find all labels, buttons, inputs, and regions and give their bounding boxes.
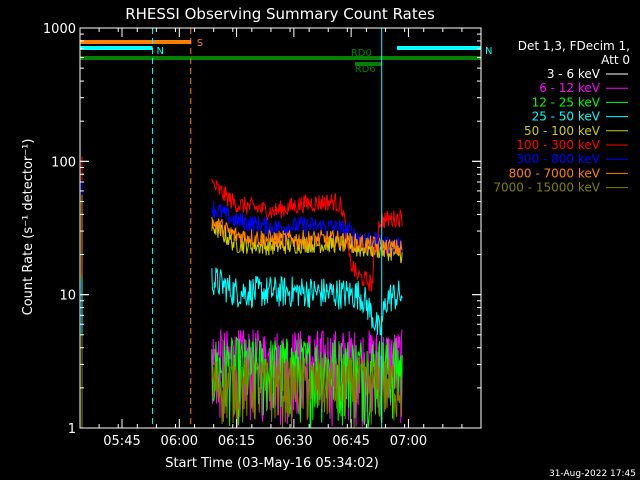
series-line-100-300-kev [211,178,403,292]
legend-label-800-7000-kev: 800 - 7000 keV [509,166,601,180]
x-tick-label-06-30: 06:30 [275,434,312,449]
legend-label-25-50-kev: 25 - 50 keV [532,110,601,124]
legend-label-300-800-kev: 300 - 800 keV [516,152,600,166]
x-tick-label-06-45: 06:45 [332,434,369,449]
y-axis-label: Count Rate (s⁻¹ detector⁻¹) [21,139,36,316]
x-tick-label-06-15: 06:15 [218,434,255,449]
y-tick-label-1000: 1000 [43,22,76,37]
legend-label-100-300-kev: 100 - 300 keV [516,138,600,152]
legend-label-50-100-kev: 50 - 100 keV [524,124,601,138]
y-axis-ticks: 1 10 100 1000 [43,22,481,437]
plot-frame [79,27,482,429]
y-tick-label-10: 10 [59,289,76,304]
legend-title-line-1: Det 1,3, FDecim 1, [518,39,630,53]
flag-label-rd6: RD6 [355,64,376,75]
flag-label-n: N [157,46,164,57]
x-tick-label-07-00: 07:00 [390,434,427,449]
series-line-800-7000-kev [211,217,403,257]
legend-title-line-2: Att 0 [601,53,630,67]
x-tick-label-05-45: 05:45 [103,434,140,449]
legend-label-7000-15000-kev: 7000 - 15000 keV [493,181,600,195]
observing-flags: S N N RD6 RD0 [80,38,492,75]
series-line-7000-15000-kev [211,356,403,428]
legend-label-6-12-kev: 6 - 12 keV [539,81,601,95]
chart-title: RHESSI Observing Summary Count Rates [125,5,435,23]
x-axis-label: Start Time (03-May-16 05:34:02) [165,456,379,471]
flag-label-n: N [485,46,492,57]
flag-label-s: S [197,38,203,49]
y-tick-label-1: 1 [68,422,76,437]
series-line-25-50-kev [211,267,403,336]
legend-label-12-25-kev: 12 - 25 keV [532,95,601,109]
series-line-50-100-kev [211,216,403,264]
x-axis-ticks: 05:45 06:00 06:15 06:30 06:45 07:00 [79,28,482,449]
x-tick-label-06-00: 06:00 [161,434,198,449]
y-tick-label-100: 100 [51,155,76,170]
flag-label-rd0: RD0 [351,48,372,59]
timestamp: 31-Aug-2022 17:45 [549,469,636,479]
legend-label-3-6-kev: 3 - 6 keV [547,67,601,81]
data-series-layer [81,156,403,429]
